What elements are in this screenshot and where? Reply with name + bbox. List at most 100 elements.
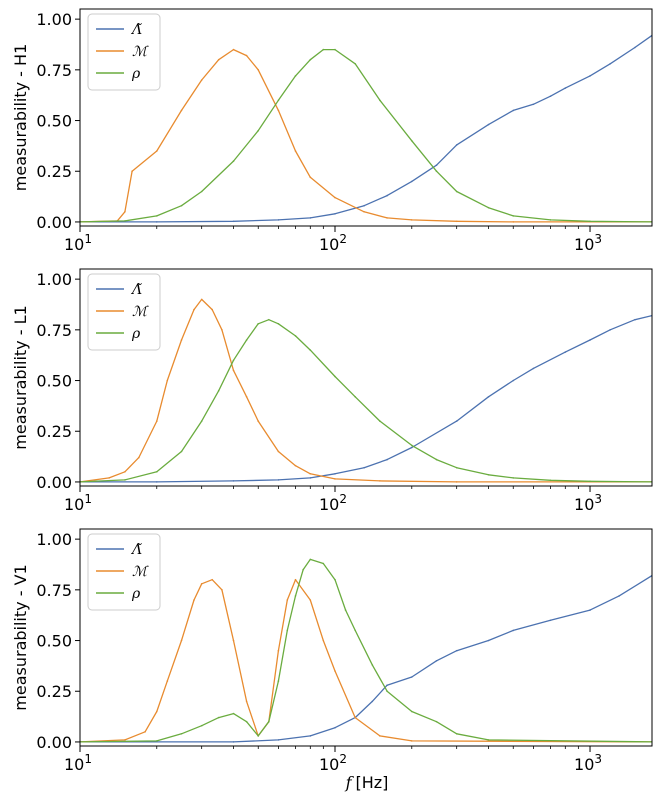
x-tick-label: 101: [64, 752, 92, 774]
data-point: [487, 474, 490, 476]
legend-label-1: Λ̃: [130, 282, 142, 298]
series-line-3: [80, 319, 652, 483]
data-point: [379, 480, 381, 482]
data-point: [294, 464, 297, 467]
data-point: [180, 733, 183, 735]
data-point: [334, 578, 336, 581]
data-point: [245, 339, 248, 341]
data-point: [200, 583, 203, 585]
data-point: [487, 206, 490, 209]
data-point: [138, 456, 140, 459]
data-point: [309, 176, 312, 179]
series-line-1: [80, 314, 652, 483]
data-point: [193, 599, 195, 601]
data-point: [268, 318, 270, 321]
y-tick-label: 0.00: [36, 733, 72, 752]
data-point: [217, 58, 220, 61]
data-point: [634, 46, 636, 49]
data-point: [334, 48, 336, 51]
data-point: [435, 164, 438, 166]
data-point: [344, 609, 347, 611]
data-point: [455, 733, 458, 735]
data-point: [435, 458, 438, 461]
data-point: [257, 735, 260, 737]
data-point: [108, 477, 110, 479]
x-tick-base: 10: [574, 235, 594, 254]
data-point: [487, 739, 490, 741]
data-point: [386, 458, 388, 461]
x-tick-base: 10: [319, 755, 339, 774]
data-point: [549, 95, 552, 97]
data-point: [277, 450, 280, 453]
legend-label-1: Λ̃: [130, 542, 142, 558]
data-point: [363, 211, 365, 213]
x-tick-label: 101: [64, 492, 92, 514]
data-point: [322, 48, 325, 51]
data-point: [322, 639, 325, 642]
data-point: [309, 473, 312, 475]
data-point: [309, 735, 312, 737]
data-point: [549, 619, 552, 622]
data-point: [232, 48, 235, 51]
data-point: [564, 87, 567, 89]
data-point: [277, 109, 280, 112]
x-axis-label-unit: [Hz]: [356, 773, 389, 792]
data-point: [411, 446, 413, 449]
data-point: [334, 196, 336, 199]
legend-box: [87, 533, 161, 611]
data-point: [221, 589, 223, 591]
x-tick-label: 101: [64, 232, 92, 254]
data-point: [334, 213, 336, 215]
data-point: [363, 466, 365, 469]
x-tick-base: 10: [574, 755, 594, 774]
data-point: [487, 123, 490, 126]
legend-label-3: ρ: [131, 326, 141, 342]
data-point: [166, 680, 169, 682]
data-point: [386, 690, 388, 692]
legend: Λ̃ ℳρ: [87, 13, 161, 91]
data-point: [371, 664, 374, 666]
data-point: [435, 660, 438, 662]
data-point: [156, 481, 158, 483]
data-point: [379, 420, 381, 422]
x-tick-exponent: 2: [339, 752, 347, 766]
x-tick-exponent: 3: [594, 492, 602, 506]
data-point: [564, 351, 567, 353]
data-point: [379, 99, 381, 102]
data-point: [512, 477, 515, 479]
data-point: [124, 211, 126, 213]
data-point: [386, 684, 388, 686]
series-line-2: [80, 298, 652, 483]
data-point: [124, 471, 126, 473]
data-point: [221, 329, 223, 331]
data-point: [200, 79, 203, 81]
data-point: [180, 339, 183, 341]
data-point: [156, 420, 158, 422]
data-point: [180, 450, 183, 453]
y-tick-label: 1.00: [36, 10, 72, 29]
series-group: [80, 558, 652, 743]
data-point: [609, 329, 611, 331]
data-point: [354, 63, 357, 65]
legend: Λ̃ ℳρ: [87, 533, 161, 611]
y-tick-label: 0.25: [36, 422, 72, 441]
data-point: [200, 298, 203, 301]
data-point: [232, 369, 235, 372]
x-axis-label: f [Hz]: [345, 773, 389, 792]
data-point: [371, 700, 374, 703]
data-point: [334, 473, 336, 475]
series-line-1: [80, 34, 652, 223]
data-point: [532, 103, 535, 106]
data-point: [166, 379, 169, 382]
data-point: [309, 599, 312, 601]
series-line-3: [80, 48, 652, 223]
data-point: [309, 58, 312, 61]
x-tick-exponent: 2: [339, 232, 347, 246]
data-point: [200, 724, 203, 727]
data-point: [257, 69, 260, 71]
series-line-3: [80, 558, 652, 743]
y-tick-label: 0.50: [36, 632, 72, 651]
y-tick-label: 0.50: [36, 372, 72, 391]
data-point: [268, 720, 270, 723]
legend-box: [87, 13, 161, 91]
